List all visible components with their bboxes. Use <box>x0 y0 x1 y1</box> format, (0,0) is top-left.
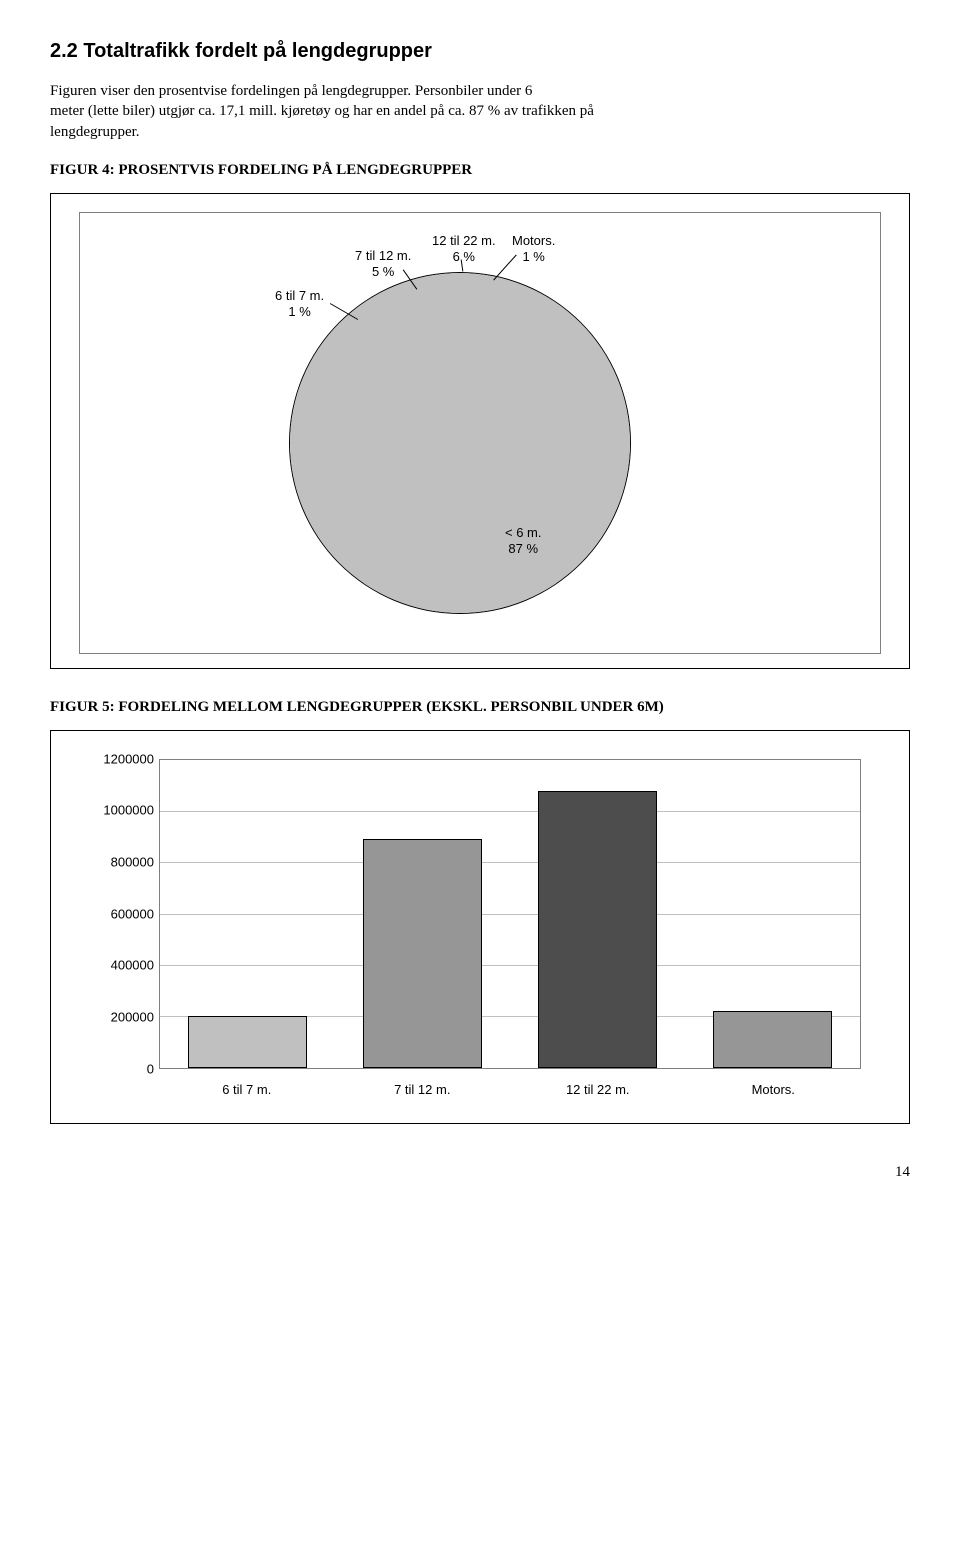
pie-label-12til22: 12 til 22 m.6 % <box>432 233 496 266</box>
y-axis-tick: 600000 <box>79 906 154 921</box>
para-line: meter (lette biler) utgjør ca. 17,1 mill… <box>50 103 594 119</box>
grid-line <box>160 965 860 966</box>
pie-label-7til12: 7 til 12 m.5 % <box>355 248 411 281</box>
pie-label-under6: < 6 m.87 % <box>505 525 542 558</box>
pie-label-6til7: 6 til 7 m.1 % <box>275 288 324 321</box>
grid-line <box>160 811 860 812</box>
para-line: lengdegrupper. <box>50 124 140 140</box>
page-number: 14 <box>50 1164 910 1181</box>
figure5-title: FIGUR 5: FORDELING MELLOM LENGDEGRUPPER … <box>50 699 910 716</box>
y-axis-tick: 800000 <box>79 855 154 870</box>
y-axis-tick: 1200000 <box>79 751 154 766</box>
figure4-frame: 6 til 7 m.1 % 7 til 12 m.5 % 12 til 22 m… <box>50 193 910 669</box>
bar-plot-area <box>159 759 861 1069</box>
bar <box>363 839 482 1067</box>
x-axis-tick: 7 til 12 m. <box>394 1082 450 1097</box>
leader-line <box>493 254 516 280</box>
x-axis-tick: Motors. <box>752 1082 795 1097</box>
bar <box>538 791 657 1068</box>
bar <box>188 1016 307 1067</box>
section-heading: 2.2 Totaltrafikk fordelt på lengdegruppe… <box>50 40 910 63</box>
para-line: Figuren viser den prosentvise fordelinge… <box>50 83 532 99</box>
y-axis-tick: 200000 <box>79 1010 154 1025</box>
pie-label-motors: Motors.1 % <box>512 233 555 266</box>
figure5-frame: 020000040000060000080000010000001200000 … <box>50 730 910 1124</box>
y-axis-tick: 0 <box>79 1061 154 1076</box>
x-axis-tick: 6 til 7 m. <box>222 1082 271 1097</box>
y-axis-tick: 1000000 <box>79 803 154 818</box>
grid-line <box>160 862 860 863</box>
grid-line <box>160 914 860 915</box>
bar-chart-area: 020000040000060000080000010000001200000 … <box>79 749 881 1109</box>
pie-chart <box>290 273 630 613</box>
figure4-title: FIGUR 4: PROSENTVIS FORDELING PÅ LENGDEG… <box>50 162 910 179</box>
bar <box>713 1011 832 1067</box>
body-paragraph: Figuren viser den prosentvise fordelinge… <box>50 81 910 142</box>
y-axis-tick: 400000 <box>79 958 154 973</box>
x-axis-tick: 12 til 22 m. <box>566 1082 630 1097</box>
pie-chart-area: 6 til 7 m.1 % 7 til 12 m.5 % 12 til 22 m… <box>79 212 881 654</box>
